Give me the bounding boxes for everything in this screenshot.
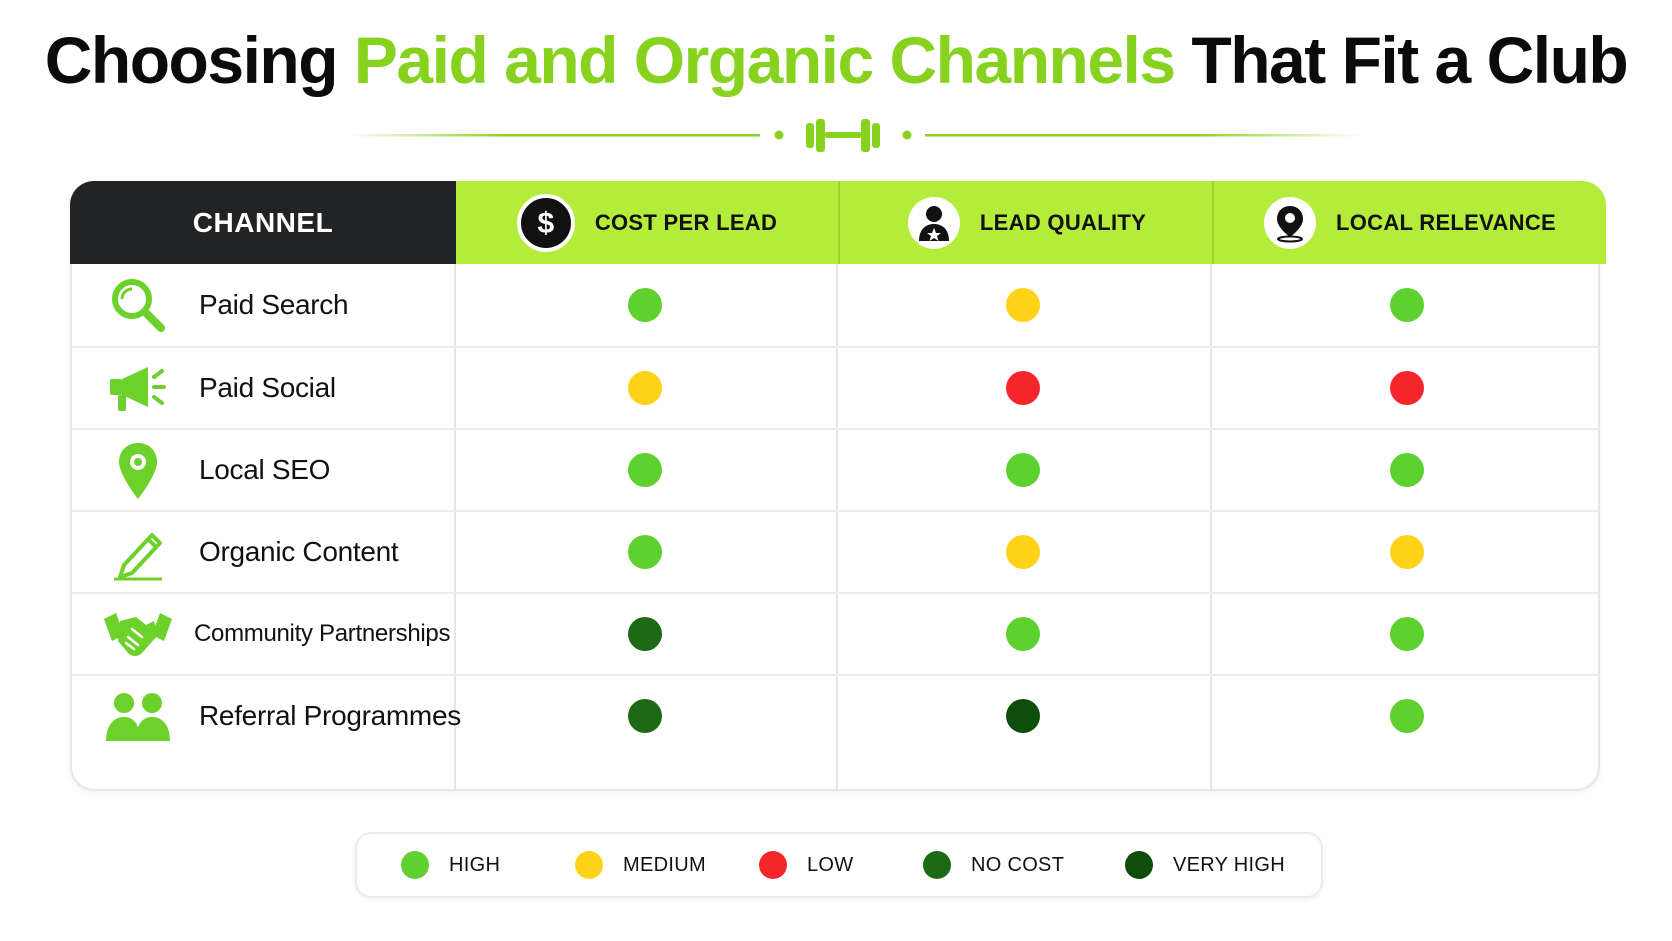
handshake-icon: [102, 603, 174, 667]
channel-label: Referral Programmes: [199, 700, 461, 731]
people-icon: [102, 685, 174, 749]
column-divider: [836, 264, 838, 789]
rating-dot-high: [628, 453, 662, 487]
table-row: Paid Social: [72, 346, 1598, 428]
legend-label: LOW: [807, 853, 854, 876]
channel-label: Paid Social: [199, 372, 336, 403]
title-part-2: That Fit a Club: [1174, 23, 1628, 97]
legend-dot: [923, 851, 951, 879]
title-part-1: Choosing: [44, 23, 354, 97]
table-row: Paid Search: [72, 264, 1598, 346]
location-pin-icon: [1263, 196, 1316, 249]
rating-dot-no-cost: [628, 699, 662, 733]
legend-dot: [401, 851, 429, 879]
legend-dot: [1125, 851, 1153, 879]
column-divider: [1210, 264, 1212, 789]
legend-item-medium: MEDIUM: [575, 834, 706, 896]
rating-dot-medium: [1006, 288, 1040, 322]
header-lead-quality: LEAD QUALITY: [838, 181, 1214, 264]
svg-text:$: $: [537, 207, 554, 240]
rating-dot-very-high: [1006, 699, 1040, 733]
dumbbell-icon: [806, 119, 880, 152]
rating-dot-high: [1006, 453, 1040, 487]
header-cost-per-lead: $ COST PER LEAD: [456, 181, 838, 264]
table-row: Organic Content: [72, 510, 1598, 592]
rating-dot-high: [1390, 617, 1424, 651]
legend-label: HIGH: [449, 853, 501, 876]
channel-label: Paid Search: [199, 289, 349, 320]
magnifier-icon: [102, 273, 174, 337]
table-row: Community Partnerships: [72, 592, 1598, 674]
page-title: Choosing Paid and Organic Channels That …: [0, 22, 1672, 98]
channel-label: Community Partnerships: [194, 620, 451, 647]
rating-dot-high: [1006, 617, 1040, 651]
rating-dot-medium: [1390, 535, 1424, 569]
megaphone-icon: [102, 357, 174, 421]
legend-dot: [575, 851, 603, 879]
rating-dot-high: [628, 535, 662, 569]
rating-dot-high: [1390, 288, 1424, 322]
table-row: Local SEO: [72, 428, 1598, 510]
channel-label: Local SEO: [199, 454, 331, 485]
title-divider: [345, 119, 1365, 152]
map-pin-icon: [102, 439, 174, 503]
legend-label: MEDIUM: [623, 853, 706, 876]
rating-dot-high: [628, 288, 662, 322]
header-channel: CHANNEL: [70, 181, 456, 264]
channel-label: Organic Content: [199, 536, 399, 567]
dollar-icon: $: [516, 193, 575, 252]
legend-item-low: LOW: [759, 834, 853, 896]
rating-dot-low: [1006, 371, 1040, 405]
column-divider: [454, 264, 456, 789]
legend-item-no-cost: NO COST: [923, 834, 1064, 896]
rating-dot-high: [1390, 453, 1424, 487]
rating-dot-medium: [1006, 535, 1040, 569]
legend-item-very-high: VERY HIGH: [1125, 834, 1285, 896]
header-local-relevance: LOCAL RELEVANCE: [1212, 181, 1606, 264]
pencil-icon: [102, 521, 174, 585]
title-accent: Paid and Organic Channels: [353, 23, 1176, 97]
legend-label: NO COST: [971, 853, 1065, 876]
comparison-table: CHANNEL $ COST PER LEAD LEAD QUALITY LOC…: [70, 181, 1606, 791]
header-label: LOCAL RELEVANCE: [1335, 209, 1557, 235]
legend: HIGH MEDIUM LOW NO COST VERY HIGH: [355, 832, 1323, 898]
legend-label: VERY HIGH: [1173, 853, 1285, 876]
header-label: COST PER LEAD: [594, 209, 778, 235]
rating-dot-medium: [628, 371, 662, 405]
legend-dot: [759, 851, 787, 879]
rating-dot-low: [1390, 371, 1424, 405]
person-star-icon: [907, 196, 960, 249]
rating-dot-high: [1390, 699, 1424, 733]
legend-item-high: HIGH: [401, 834, 500, 896]
rating-dot-no-cost: [628, 617, 662, 651]
header-label: LEAD QUALITY: [979, 209, 1147, 235]
table-row: Referral Programmes: [72, 674, 1598, 756]
